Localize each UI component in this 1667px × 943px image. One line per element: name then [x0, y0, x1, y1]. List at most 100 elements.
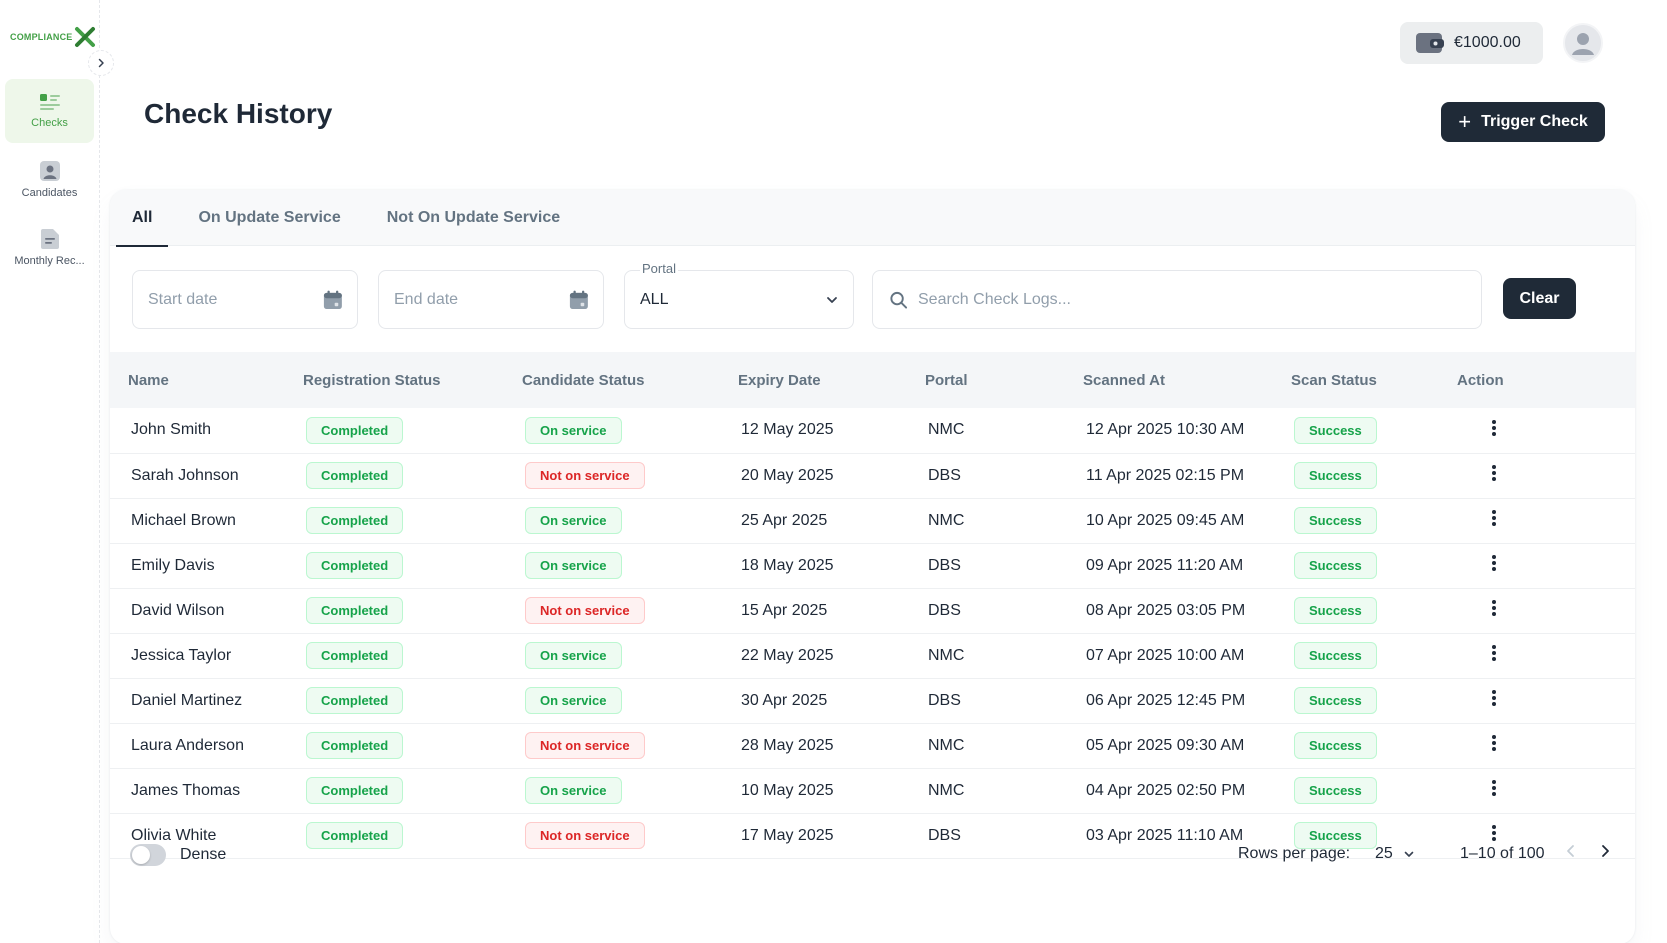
scan-status-badge: Success [1294, 462, 1377, 489]
table-row[interactable]: David Wilson Completed Not on service 15 Ap… [110, 588, 1635, 633]
cell-action [1439, 723, 1635, 768]
cell-candidate-status: On service [504, 543, 720, 588]
next-page-button[interactable] [1596, 842, 1614, 865]
trigger-check-label: Trigger Check [1481, 113, 1588, 130]
column-header-scanned-at[interactable]: Scanned At [1083, 371, 1165, 389]
table-header-row: Name Registration Status Candidate Statu… [110, 352, 1635, 408]
row-actions-button[interactable] [1484, 419, 1504, 437]
cell-scanned-at: 10 Apr 2025 09:45 AM [1086, 511, 1245, 529]
cell-expiry-date: 28 May 2025 [741, 736, 834, 754]
more-vertical-icon [1492, 780, 1496, 796]
row-actions-button[interactable] [1484, 689, 1504, 707]
cell-name: David Wilson [131, 601, 225, 619]
candidate-status-badge: On service [525, 416, 622, 444]
registration-status-badge: Completed [306, 822, 404, 849]
registration-status-badge: Completed [306, 507, 404, 534]
cell-name: Olivia White [131, 826, 217, 844]
registration-status-badge: Completed [306, 732, 404, 759]
row-actions-button[interactable] [1484, 464, 1504, 482]
trigger-check-button[interactable]: + Trigger Check [1441, 102, 1605, 142]
row-actions-button[interactable] [1484, 644, 1504, 662]
cell-registration-status: Completed [285, 633, 504, 678]
table-row[interactable]: John Smith Completed On service 12 May 2025… [110, 408, 1635, 453]
rows-per-page-select[interactable]: 25 [1375, 845, 1415, 863]
user-avatar-icon [1565, 25, 1601, 61]
dense-toggle[interactable] [130, 844, 166, 866]
start-date-input[interactable] [148, 290, 324, 309]
tab-all[interactable]: All [116, 190, 169, 247]
table-row[interactable]: Michael Brown Completed On service 25 Apr 2… [110, 498, 1635, 543]
cell-action [1439, 543, 1635, 588]
sidebar-item-monthly-reconciliation[interactable]: Monthly Rec... [5, 216, 94, 280]
cell-expiry-date: 30 Apr 2025 [741, 691, 828, 709]
cell-scanned-at: 05 Apr 2025 09:30 AM [1086, 736, 1245, 754]
sidebar-collapse-button[interactable] [88, 50, 114, 76]
table-row[interactable]: Jessica Taylor Completed On service 22 May … [110, 633, 1635, 678]
portal-label: Portal [640, 261, 678, 276]
cell-candidate-status: Not on service [504, 453, 720, 498]
cell-scanned-at: 04 Apr 2025 02:50 PM [1086, 781, 1246, 799]
portal-select[interactable]: Portal ALL [624, 261, 854, 329]
cell-candidate-status: Not on service [504, 588, 720, 633]
previous-page-button[interactable] [1562, 842, 1580, 865]
column-header-expiry-date[interactable]: Expiry Date [738, 371, 821, 389]
sidebar-item-candidates[interactable]: Candidates [5, 148, 94, 212]
row-actions-button[interactable] [1484, 779, 1504, 797]
cell-candidate-status: On service [504, 498, 720, 543]
cell-portal: DBS [928, 691, 961, 709]
row-actions-button[interactable] [1484, 599, 1504, 617]
calendar-icon[interactable] [323, 289, 343, 311]
cell-portal: NMC [928, 421, 965, 439]
tab-not-on-update-service[interactable]: Not On Update Service [386, 209, 561, 226]
row-actions-button[interactable] [1484, 554, 1504, 572]
row-actions-button[interactable] [1484, 509, 1504, 527]
registration-status-badge: Completed [306, 687, 404, 714]
column-header-registration-status[interactable]: Registration Status [303, 371, 441, 389]
cell-expiry-date: 17 May 2025 [741, 826, 834, 844]
chevron-right-icon [98, 58, 104, 68]
cell-expiry-date: 15 Apr 2025 [741, 601, 828, 619]
cell-name: John Smith [131, 421, 212, 439]
sidebar-item-checks[interactable]: Checks [5, 79, 94, 143]
tab-on-update-service[interactable]: On Update Service [198, 209, 341, 226]
sidebar-item-label: Monthly Rec... [14, 255, 85, 267]
candidate-status-badge: On service [525, 687, 622, 714]
cell-scan-status: Success [1273, 678, 1439, 723]
column-header-scan-status[interactable]: Scan Status [1291, 371, 1377, 389]
cell-name: Jessica Taylor [131, 646, 232, 664]
table-row[interactable]: Daniel Martinez Completed On service 30 Apr… [110, 678, 1635, 723]
cell-name: Michael Brown [131, 511, 236, 529]
more-vertical-icon [1492, 510, 1496, 526]
wallet-balance[interactable]: €1000.00 [1400, 22, 1543, 64]
start-date-field[interactable] [132, 270, 358, 329]
table-row[interactable]: Laura Anderson Completed Not on service 28 … [110, 723, 1635, 768]
column-header-portal[interactable]: Portal [925, 371, 968, 389]
cell-scan-status: Success [1273, 543, 1439, 588]
plus-icon: + [1458, 109, 1472, 134]
column-header-name[interactable]: Name [128, 371, 169, 389]
cell-registration-status: Completed [285, 813, 504, 858]
clear-button[interactable]: Clear [1503, 278, 1576, 319]
table-row[interactable]: Sarah Johnson Completed Not on service 20 M… [110, 453, 1635, 498]
cell-registration-status: Completed [285, 498, 504, 543]
end-date-field[interactable] [378, 270, 604, 329]
table-row[interactable]: James Thomas Completed On service 10 May 20… [110, 768, 1635, 813]
table-row[interactable]: Olivia White Completed Not on service 17 Ma… [110, 813, 1635, 858]
calendar-icon[interactable] [569, 289, 589, 311]
row-actions-button[interactable] [1484, 734, 1504, 752]
search-icon [890, 291, 908, 309]
cell-registration-status: Completed [285, 543, 504, 588]
cell-scan-status: Success [1273, 498, 1439, 543]
column-header-candidate-status[interactable]: Candidate Status [522, 371, 645, 389]
end-date-input[interactable] [394, 290, 570, 309]
scan-status-badge: Success [1294, 822, 1377, 849]
pagination-range: 1–10 of 100 [1460, 845, 1545, 862]
search-input[interactable] [918, 290, 1465, 309]
scan-status-badge: Success [1294, 507, 1377, 534]
search-field[interactable] [872, 270, 1482, 329]
avatar[interactable] [1563, 23, 1603, 63]
row-actions-button[interactable] [1484, 824, 1504, 842]
cell-scanned-at: 12 Apr 2025 10:30 AM [1086, 421, 1245, 439]
table-row[interactable]: Emily Davis Completed On service 18 May 202… [110, 543, 1635, 588]
candidate-icon [39, 161, 60, 181]
